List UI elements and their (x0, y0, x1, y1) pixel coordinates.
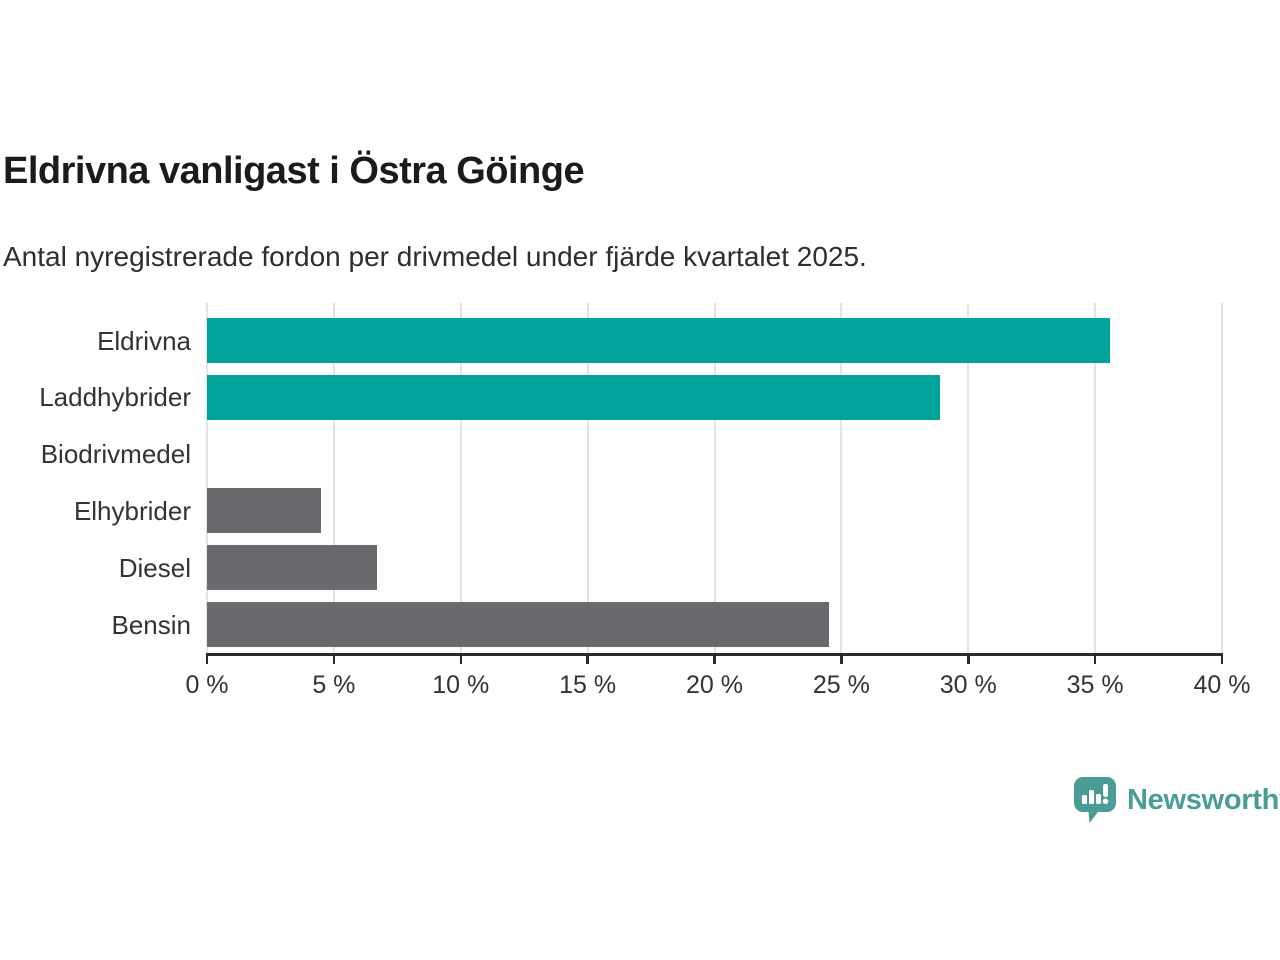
category-label: Diesel (118, 552, 191, 583)
gridline (840, 303, 843, 653)
gridline (332, 303, 335, 653)
bar (207, 602, 829, 647)
x-axis-tick-label: 10 % (432, 671, 490, 699)
x-axis-tick-label: 0 % (185, 671, 229, 699)
x-axis-tick-label: 25 % (812, 671, 870, 699)
category-label: Laddhybrider (39, 382, 191, 413)
gridline (967, 303, 970, 653)
gridline (1094, 303, 1097, 653)
x-axis-tick (205, 655, 209, 664)
gridline (713, 303, 716, 653)
newsworthy-logo: Newsworthy (1073, 776, 1280, 824)
bar (207, 374, 941, 420)
bar (207, 318, 1111, 363)
gridline (459, 303, 462, 653)
category-label: Bensin (111, 609, 192, 640)
x-axis-tick (1093, 655, 1097, 664)
x-axis-tick-label: 30 % (939, 671, 997, 699)
chart-title: Eldrivna vanligast i Östra Göinge (3, 150, 585, 192)
category-label: Biodrivmedel (40, 439, 191, 470)
category-label: Eldrivna (97, 325, 191, 356)
bar (207, 488, 322, 534)
x-axis-tick (713, 655, 716, 664)
gridline (206, 303, 208, 653)
category-label: Elhybrider (73, 495, 191, 526)
x-axis-tick (967, 655, 970, 664)
x-axis-tick (840, 655, 843, 664)
chart-subtitle: Antal nyregistrerade fordon per drivmede… (3, 241, 867, 272)
x-axis-tick-label: 20 % (686, 671, 743, 699)
x-axis-tick (332, 655, 336, 664)
bar-chart-speech-bubble-icon (1074, 777, 1116, 823)
bar (207, 545, 377, 591)
x-axis-tick-label: 35 % (1066, 671, 1124, 699)
newsworthy-logo-text: Newsworthy (1127, 783, 1280, 816)
x-axis-tick (586, 655, 589, 664)
x-axis-tick (459, 655, 462, 664)
gridline (1221, 303, 1223, 653)
x-axis-tick-label: 5 % (312, 671, 356, 699)
x-axis-line (205, 653, 1224, 656)
x-axis-tick-label: 15 % (559, 671, 617, 699)
gridline (586, 303, 589, 653)
x-axis-tick (1220, 655, 1224, 664)
x-axis-tick-label: 40 % (1193, 671, 1251, 699)
